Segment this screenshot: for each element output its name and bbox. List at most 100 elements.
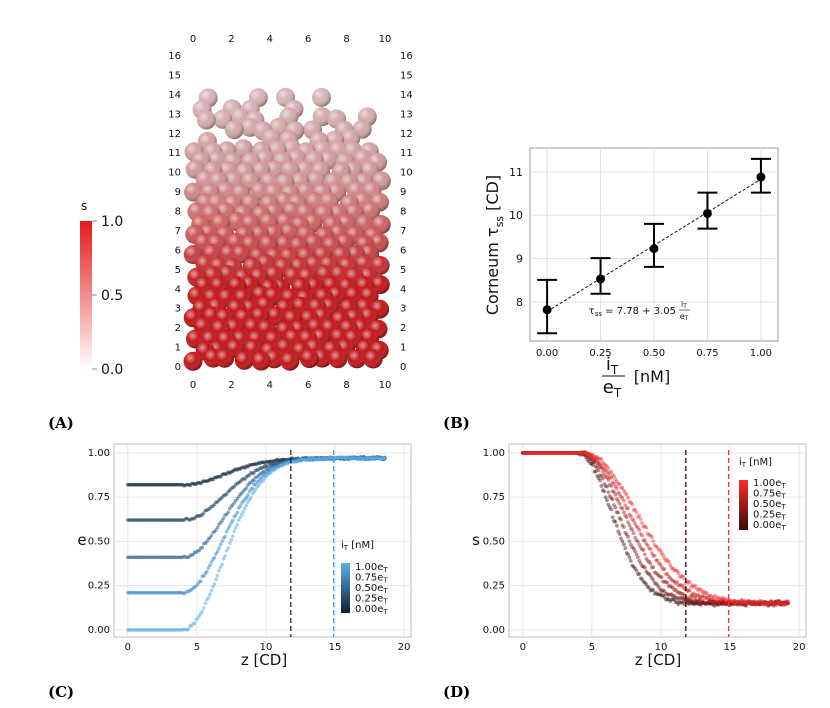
data-point (629, 526, 633, 531)
data-point (728, 602, 733, 607)
data-point (685, 598, 689, 603)
data-point (240, 512, 244, 517)
data-point (539, 451, 543, 455)
y-tick-label: 8 (175, 207, 181, 218)
x-tick-label: 5 (194, 642, 200, 653)
data-point (623, 503, 628, 508)
data-point (607, 494, 612, 499)
data-point (724, 602, 729, 607)
data-point (748, 599, 753, 604)
data-point (689, 600, 694, 605)
data-point (710, 599, 715, 604)
data-point (238, 504, 243, 508)
data-point (724, 600, 729, 605)
data-point (577, 452, 581, 456)
data-point (533, 451, 538, 455)
data-point (530, 451, 535, 455)
data-point (731, 600, 736, 604)
data-point (536, 451, 541, 455)
data-point (584, 450, 588, 455)
data-point (758, 601, 762, 606)
data-point (672, 593, 677, 598)
data-point (579, 450, 584, 455)
data-point (730, 602, 734, 607)
data-point (731, 601, 736, 605)
colorbar-title: s (81, 199, 87, 213)
data-point (533, 451, 538, 455)
data-point (720, 601, 724, 605)
legend-entry: 0.50eT (753, 499, 786, 511)
data-point (606, 490, 611, 495)
series-0.25 (520, 450, 790, 608)
data-point (215, 525, 220, 530)
data-point (250, 486, 255, 491)
data-point (678, 590, 682, 595)
data-point (218, 565, 223, 569)
data-point (720, 602, 724, 607)
data-point (753, 600, 758, 605)
data-point (706, 600, 710, 605)
data-point (598, 461, 602, 466)
data-point (720, 595, 724, 600)
data-point (727, 598, 731, 603)
legend-entry: 0.75eT (355, 573, 388, 585)
grid (509, 444, 806, 637)
data-point (607, 482, 612, 487)
data-point (606, 478, 611, 482)
data-point (570, 451, 574, 455)
data-point (737, 601, 741, 605)
data-point (558, 451, 563, 455)
data-point (752, 601, 757, 605)
data-point (770, 601, 775, 605)
data-point (703, 591, 708, 596)
colorbar-tick-label: 0.5 (101, 288, 123, 304)
data-point (634, 524, 639, 528)
data-point (581, 450, 586, 455)
data-point (704, 601, 709, 606)
data-point (561, 451, 566, 455)
y-tick-label: 11 (509, 166, 523, 179)
particle-render (183, 87, 391, 371)
x-tick-label: 10 (260, 642, 273, 653)
x-tick-label: 2 (228, 34, 234, 45)
data-point (701, 601, 706, 605)
x-tick-label: 8 (343, 380, 349, 391)
data-point (784, 599, 789, 604)
data-point (666, 574, 671, 579)
y-tick-label: 8 (516, 296, 523, 309)
data-point (777, 600, 782, 604)
data-point (637, 542, 642, 547)
data-point (774, 601, 779, 605)
data-point (783, 602, 788, 607)
data-point (649, 244, 659, 254)
data-point (616, 529, 621, 534)
data-point (581, 451, 586, 455)
data-point (526, 451, 531, 455)
data-point (752, 601, 757, 605)
data-point (673, 587, 678, 592)
data-point (650, 565, 654, 570)
data-point (592, 456, 597, 461)
data-point (763, 600, 768, 604)
data-point (672, 588, 677, 592)
data-point (745, 601, 750, 605)
data-point (536, 451, 541, 455)
data-point (206, 566, 211, 570)
data-point (631, 518, 636, 523)
data-point (707, 598, 712, 603)
data-point (772, 603, 776, 608)
y-tick-label: 0.00 (88, 625, 110, 636)
data-point (765, 602, 769, 606)
data-point (739, 601, 744, 606)
data-point (755, 600, 760, 604)
data-point (591, 453, 595, 457)
x-tick-label: 20 (398, 642, 411, 653)
particle-shading (234, 350, 254, 370)
data-point (781, 600, 786, 605)
data-point (637, 558, 642, 563)
data-point (556, 451, 560, 455)
data-point (549, 451, 553, 455)
y-tick-label: 15 (168, 70, 181, 81)
data-point (772, 602, 776, 606)
data-point (709, 593, 713, 598)
